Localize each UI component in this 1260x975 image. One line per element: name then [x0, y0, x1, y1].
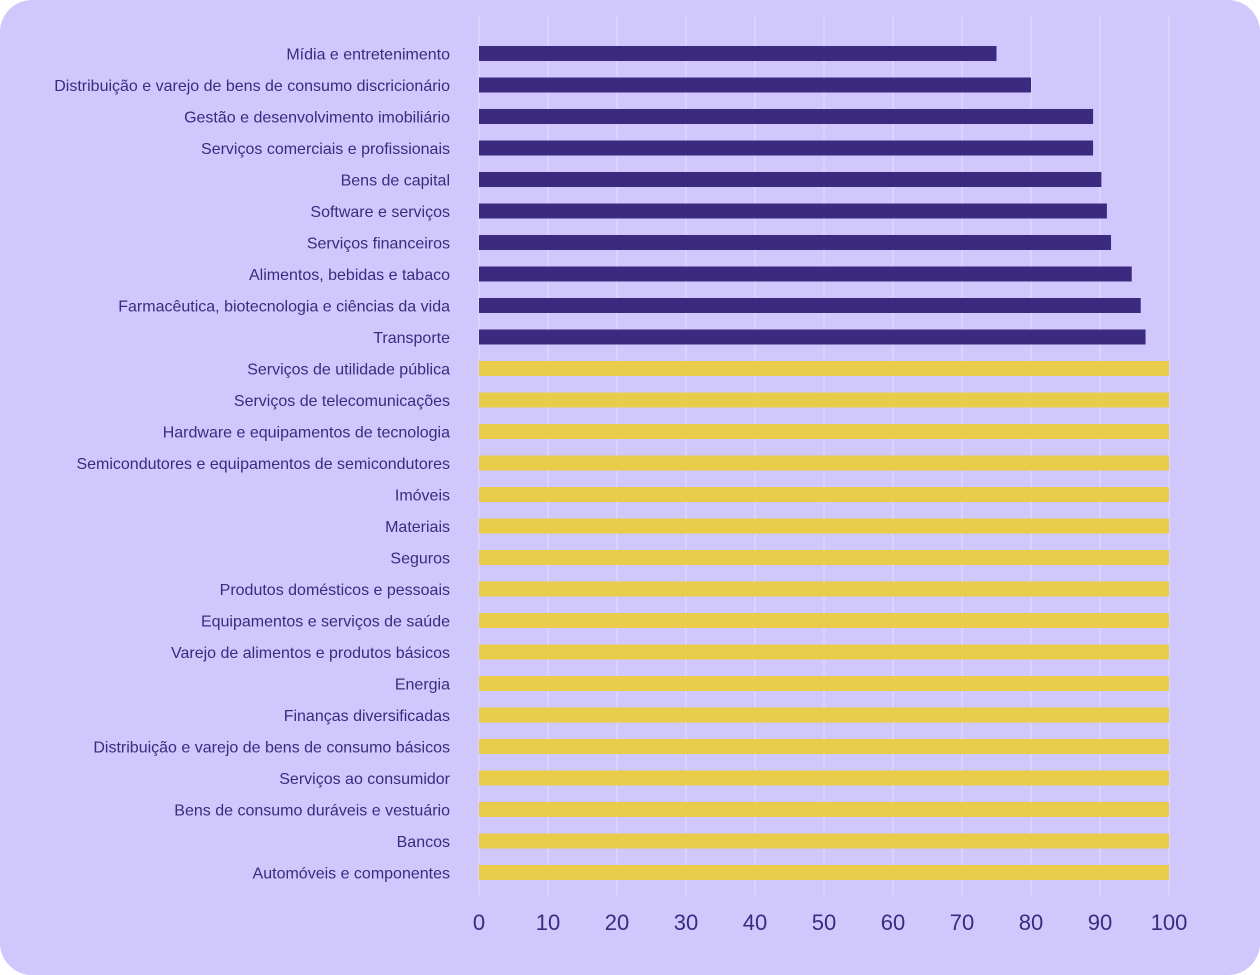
- bar: [479, 739, 1169, 754]
- category-label: Serviços ao consumidor: [279, 771, 450, 788]
- bar: [479, 865, 1169, 880]
- x-tick-label: 100: [1151, 910, 1188, 935]
- category-label: Varejo de alimentos e produtos básicos: [171, 645, 450, 662]
- category-label: Materiais: [385, 519, 450, 536]
- bar: [479, 707, 1169, 723]
- category-label: Automóveis e componentes: [253, 866, 450, 883]
- category-label: Serviços de telecomunicações: [234, 393, 450, 410]
- category-label: Gestão e desenvolvimento imobiliário: [184, 110, 450, 127]
- bar: [479, 455, 1169, 471]
- bar: [479, 550, 1169, 565]
- category-label: Produtos domésticos e pessoais: [220, 582, 450, 599]
- bar: [479, 676, 1169, 691]
- bar: [479, 235, 1112, 250]
- category-label: Bancos: [397, 834, 450, 851]
- x-tick-label: 60: [881, 910, 905, 935]
- bar: [479, 833, 1169, 849]
- bar: [479, 46, 997, 61]
- bar: [479, 424, 1169, 439]
- bar: [479, 109, 1094, 124]
- category-label: Bens de consumo duráveis e vestuário: [174, 803, 450, 820]
- category-label: Serviços financeiros: [307, 236, 450, 253]
- x-tick-label: 50: [812, 910, 836, 935]
- category-label: Serviços de utilidade pública: [247, 362, 450, 379]
- category-label: Distribuição e varejo de bens de consumo…: [54, 78, 450, 95]
- category-label: Imóveis: [395, 488, 450, 505]
- category-label: Serviços comerciais e profissionais: [201, 141, 450, 158]
- x-tick-label: 0: [473, 910, 485, 935]
- bar: [479, 140, 1094, 156]
- category-label: Hardware e equipamentos de tecnologia: [163, 425, 450, 442]
- category-label: Software e serviços: [310, 204, 450, 221]
- bar: [479, 361, 1169, 376]
- category-label: Bens de capital: [341, 173, 450, 190]
- category-label: Distribuição e varejo de bens de consumo…: [93, 740, 450, 757]
- bar: [479, 266, 1132, 282]
- bar: [479, 581, 1169, 597]
- category-label: Alimentos, bebidas e tabaco: [249, 267, 450, 284]
- x-tick-label: 90: [1088, 910, 1112, 935]
- bar: [479, 298, 1141, 313]
- category-label: Mídia e entretenimento: [286, 47, 450, 64]
- category-label: Farmacêutica, biotecnologia e ciências d…: [118, 299, 450, 316]
- bar: [479, 329, 1146, 345]
- category-label: Finanças diversificadas: [284, 708, 450, 725]
- bar: [479, 203, 1107, 219]
- x-tick-label: 80: [1019, 910, 1043, 935]
- category-label: Transporte: [373, 330, 450, 347]
- bar: [479, 518, 1169, 534]
- x-tick-label: 30: [674, 910, 698, 935]
- bar: [479, 172, 1102, 187]
- x-tick-label: 40: [743, 910, 767, 935]
- bar: [479, 770, 1169, 786]
- x-tick-label: 20: [605, 910, 629, 935]
- category-label: Equipamentos e serviços de saúde: [201, 614, 450, 631]
- bar: [479, 802, 1169, 817]
- bar: [479, 613, 1169, 628]
- category-label: Seguros: [390, 551, 450, 568]
- bar: [479, 487, 1169, 502]
- category-label: Energia: [395, 677, 450, 694]
- x-tick-label: 10: [536, 910, 560, 935]
- bar: [479, 392, 1169, 408]
- category-label: Semicondutores e equipamentos de semicon…: [76, 456, 450, 473]
- bar: [479, 644, 1169, 660]
- x-tick-label: 70: [950, 910, 974, 935]
- bar: [479, 77, 1031, 93]
